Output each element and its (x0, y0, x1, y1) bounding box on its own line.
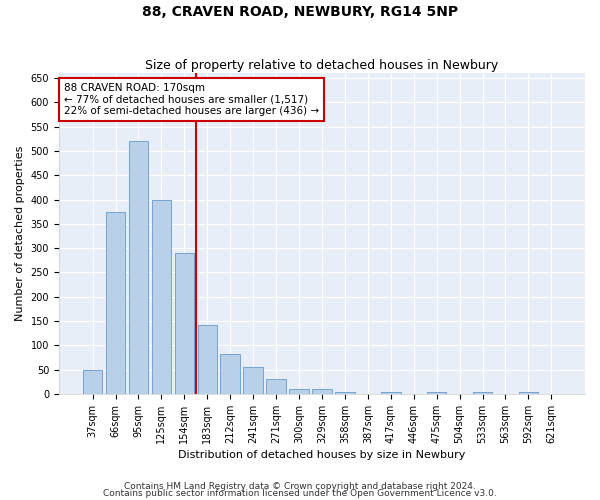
Bar (381, 392, 401, 394)
Bar (152, 200, 171, 394)
X-axis label: Distribution of detached houses by size in Newbury: Distribution of detached houses by size … (178, 450, 466, 460)
Title: Size of property relative to detached houses in Newbury: Size of property relative to detached ho… (145, 59, 499, 72)
Bar (473, 392, 492, 394)
Bar (312, 389, 332, 394)
Text: 88, CRAVEN ROAD, NEWBURY, RG14 5NP: 88, CRAVEN ROAD, NEWBURY, RG14 5NP (142, 5, 458, 19)
Y-axis label: Number of detached properties: Number of detached properties (15, 146, 25, 322)
Text: 88 CRAVEN ROAD: 170sqm
← 77% of detached houses are smaller (1,517)
22% of semi-: 88 CRAVEN ROAD: 170sqm ← 77% of detached… (64, 83, 319, 116)
Bar (244, 367, 263, 394)
Bar (83, 370, 103, 394)
Bar (197, 325, 217, 394)
Bar (175, 253, 194, 394)
Bar (266, 380, 286, 394)
Bar (289, 389, 309, 394)
Bar (518, 392, 538, 394)
Bar (128, 141, 148, 394)
Bar (106, 212, 125, 394)
Bar (335, 392, 355, 394)
Bar (220, 354, 240, 394)
Bar (427, 392, 446, 394)
Text: Contains HM Land Registry data © Crown copyright and database right 2024.: Contains HM Land Registry data © Crown c… (124, 482, 476, 491)
Text: Contains public sector information licensed under the Open Government Licence v3: Contains public sector information licen… (103, 489, 497, 498)
